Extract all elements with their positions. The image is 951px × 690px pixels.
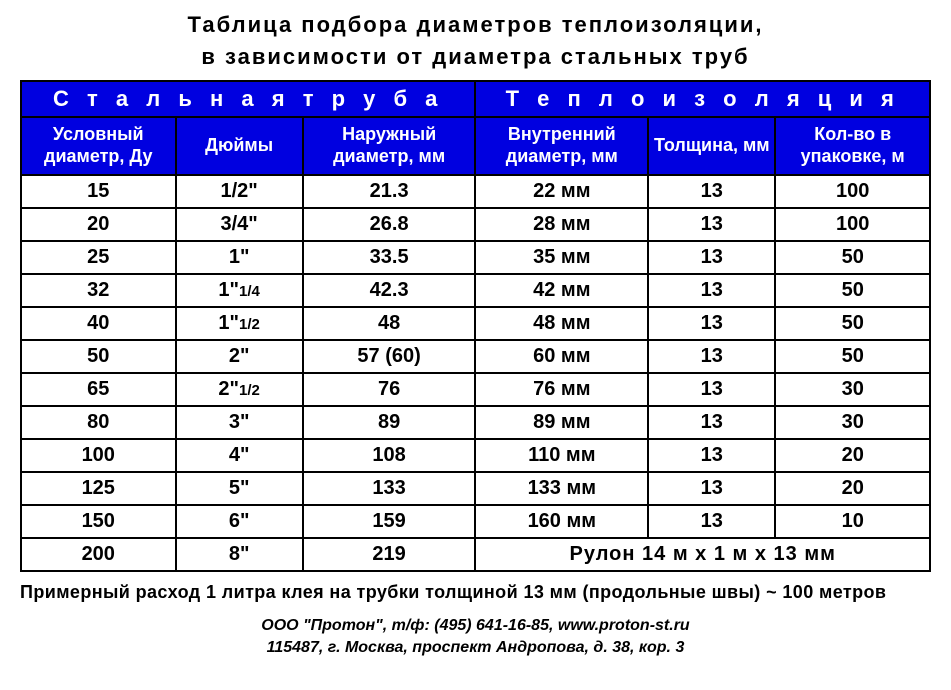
cell-inch: 1/2": [176, 175, 303, 208]
cell-id: 76 мм: [475, 373, 648, 406]
cell-du: 15: [21, 175, 176, 208]
cell-pk: 50: [775, 274, 930, 307]
table-row: 1506"159160 мм1310: [21, 505, 930, 538]
cell-od: 42.3: [303, 274, 476, 307]
cell-pk: 100: [775, 175, 930, 208]
page-title-line2: в зависимости от диаметра стальных труб: [20, 44, 931, 70]
cell-th: 13: [648, 208, 775, 241]
cell-pk: 50: [775, 340, 930, 373]
cell-pk: 20: [775, 472, 930, 505]
cell-id: 28 мм: [475, 208, 648, 241]
cell-od: 26.8: [303, 208, 476, 241]
footer: ООО "Протон", т/ф: (495) 641-16-85, www.…: [20, 615, 931, 658]
cell-du: 150: [21, 505, 176, 538]
table-row: 2008"219Рулон 14 м х 1 м х 13 мм: [21, 538, 930, 571]
table-row: 1004"108110 мм1320: [21, 439, 930, 472]
cell-od: 48: [303, 307, 476, 340]
cell-od: 108: [303, 439, 476, 472]
cell-id: 35 мм: [475, 241, 648, 274]
cell-od: 57 (60): [303, 340, 476, 373]
col-header-od: Наружный диаметр, мм: [303, 117, 476, 175]
cell-th: 13: [648, 373, 775, 406]
table-row: 401"1/24848 мм1350: [21, 307, 930, 340]
col-header-du: Условный диаметр, Ду: [21, 117, 176, 175]
table-row: 502"57 (60)60 мм1350: [21, 340, 930, 373]
cell-du: 200: [21, 538, 176, 571]
cell-inch: 1"1/4: [176, 274, 303, 307]
cell-inch: 8": [176, 538, 303, 571]
col-header-inches: Дюймы: [176, 117, 303, 175]
cell-od: 219: [303, 538, 476, 571]
cell-th: 13: [648, 439, 775, 472]
table-row: 803"8989 мм1330: [21, 406, 930, 439]
cell-od: 76: [303, 373, 476, 406]
cell-du: 20: [21, 208, 176, 241]
col-header-pk: Кол-во в упаковке, м: [775, 117, 930, 175]
cell-id: 42 мм: [475, 274, 648, 307]
cell-du: 50: [21, 340, 176, 373]
cell-inch: 4": [176, 439, 303, 472]
cell-du: 80: [21, 406, 176, 439]
cell-pk: 50: [775, 241, 930, 274]
cell-od: 89: [303, 406, 476, 439]
table-row: 652"1/27676 мм1330: [21, 373, 930, 406]
cell-id: 133 мм: [475, 472, 648, 505]
cell-pk: 30: [775, 373, 930, 406]
cell-th: 13: [648, 307, 775, 340]
table-row: 203/4"26.828 мм13100: [21, 208, 930, 241]
cell-pk: 30: [775, 406, 930, 439]
table-row: 1255"133133 мм1320: [21, 472, 930, 505]
cell-inch: 2"1/2: [176, 373, 303, 406]
cell-th: 13: [648, 175, 775, 208]
cell-du: 125: [21, 472, 176, 505]
cell-du: 40: [21, 307, 176, 340]
table-row: 151/2"21.322 мм13100: [21, 175, 930, 208]
cell-inch: 3/4": [176, 208, 303, 241]
cell-du: 32: [21, 274, 176, 307]
footer-line2: 115487, г. Москва, проспект Андропова, д…: [20, 637, 931, 659]
cell-od: 159: [303, 505, 476, 538]
cell-du: 65: [21, 373, 176, 406]
col-header-th: Толщина, мм: [648, 117, 775, 175]
cell-pk: 100: [775, 208, 930, 241]
cell-roll-spec: Рулон 14 м х 1 м х 13 мм: [475, 538, 930, 571]
cell-th: 13: [648, 406, 775, 439]
group-header-pipe: С т а л ь н а я т р у б а: [21, 81, 475, 117]
cell-inch: 3": [176, 406, 303, 439]
cell-od: 21.3: [303, 175, 476, 208]
cell-id: 110 мм: [475, 439, 648, 472]
cell-inch: 2": [176, 340, 303, 373]
cell-id: 48 мм: [475, 307, 648, 340]
group-header-insulation: Т е п л о и з о л я ц и я: [475, 81, 930, 117]
cell-du: 100: [21, 439, 176, 472]
table-row: 321"1/442.342 мм1350: [21, 274, 930, 307]
cell-pk: 50: [775, 307, 930, 340]
cell-th: 13: [648, 274, 775, 307]
col-header-id: Внутренний диаметр, мм: [475, 117, 648, 175]
table-body: 151/2"21.322 мм13100203/4"26.828 мм13100…: [21, 175, 930, 571]
footer-line1: ООО "Протон", т/ф: (495) 641-16-85, www.…: [20, 615, 931, 637]
cell-id: 160 мм: [475, 505, 648, 538]
cell-inch: 5": [176, 472, 303, 505]
cell-id: 22 мм: [475, 175, 648, 208]
cell-id: 60 мм: [475, 340, 648, 373]
page-title-line1: Таблица подбора диаметров теплоизоляции,: [20, 12, 931, 38]
cell-inch: 1"1/2: [176, 307, 303, 340]
cell-th: 13: [648, 472, 775, 505]
cell-inch: 6": [176, 505, 303, 538]
glue-note: Примерный расход 1 литра клея на трубки …: [20, 582, 931, 603]
cell-id: 89 мм: [475, 406, 648, 439]
cell-pk: 20: [775, 439, 930, 472]
cell-th: 13: [648, 241, 775, 274]
cell-th: 13: [648, 340, 775, 373]
cell-od: 133: [303, 472, 476, 505]
table-row: 251"33.535 мм1350: [21, 241, 930, 274]
cell-od: 33.5: [303, 241, 476, 274]
cell-du: 25: [21, 241, 176, 274]
insulation-table: С т а л ь н а я т р у б а Т е п л о и з …: [20, 80, 931, 572]
cell-pk: 10: [775, 505, 930, 538]
cell-th: 13: [648, 505, 775, 538]
cell-inch: 1": [176, 241, 303, 274]
